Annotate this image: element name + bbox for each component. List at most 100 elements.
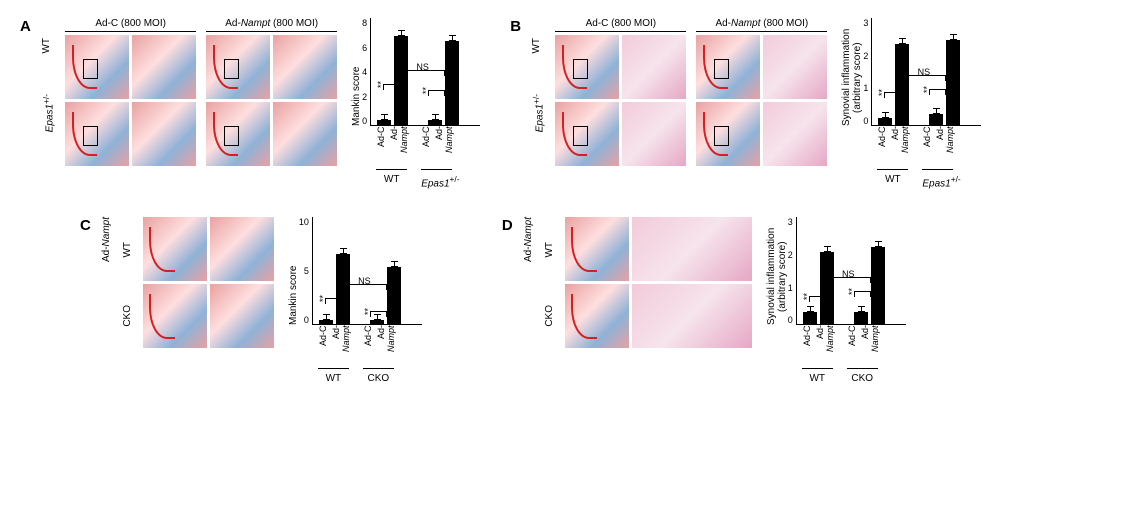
chart-x-group: Ad-CAd- Nampt WT (877, 126, 908, 189)
chart-xtick: Ad-C (363, 325, 373, 367)
chart-sig-label: ** (877, 89, 887, 96)
histology-image (555, 102, 619, 166)
chart-group-label: WT (877, 173, 908, 185)
chart-bar (871, 247, 885, 324)
panel-letter-c: C (80, 217, 91, 234)
panel-b-row-wt: WT (531, 38, 545, 54)
panel-letter-d: D (502, 217, 513, 234)
panel-b-col2-title: Ad-Nampt (800 MOI) (696, 18, 827, 32)
panel-d-row-cko: CKO (544, 305, 555, 327)
chart-x-group: Ad-CAd- NamptWT (318, 325, 349, 384)
histology-image (696, 102, 760, 166)
chart-bar (946, 40, 960, 125)
chart-bar (394, 36, 408, 125)
histology-image (565, 284, 629, 348)
histology-image (132, 35, 196, 99)
chart-xtick: Ad-C (922, 126, 932, 168)
chart-group-label: Epas1+/- (922, 173, 953, 189)
chart-bar (929, 114, 943, 125)
chart-xtick: Ad- Nampt (815, 325, 835, 367)
histology-image (210, 284, 274, 348)
chart-sig-label: ** (802, 293, 812, 300)
chart-x-group: Ad-CAd- NamptCKO (847, 325, 878, 384)
chart-sig-label: ** (922, 86, 932, 93)
panel-a: A WT Epas1+/- Ad-C (800 MOI) Ad-Nampt (8… (20, 18, 480, 189)
histology-image (273, 102, 337, 166)
panel-c-row-wt: WT (122, 242, 133, 258)
chart-bar (854, 312, 868, 325)
chart-xtick: Ad- Nampt (434, 126, 454, 168)
chart-bar (387, 267, 401, 324)
histology-image (632, 284, 752, 348)
chart-x-group: Ad-CAd- Nampt CKO (363, 325, 394, 384)
histology-image (210, 217, 274, 281)
chart-yticks: 86420 (362, 18, 370, 126)
panel-d-chart: Synovial inflammation(arbitrary score)32… (766, 217, 906, 384)
histology-image (696, 35, 760, 99)
chart-group-label: WT (318, 372, 349, 384)
panel-d-histology (565, 217, 752, 348)
chart-group-label: WT (802, 372, 833, 384)
histology-image (763, 35, 827, 99)
chart-x-wrap: Ad-CAd- NamptWTAd-CAd- NamptCKO (796, 325, 906, 384)
panel-a-chart: Mankin score86420****NSAd-CAd- NamptWTAd… (351, 18, 480, 189)
chart-ns-label: NS (918, 67, 931, 77)
panel-d-sidelabel: Ad-Nampt (523, 217, 534, 262)
histology-image (632, 217, 752, 281)
histology-image (206, 35, 270, 99)
chart-sig-label: ** (363, 308, 373, 315)
chart-x-group: Ad-CAd- NamptEpas1+/- (421, 126, 452, 189)
histology-image (555, 35, 619, 99)
chart-xtick: Ad- Nampt (376, 325, 396, 367)
chart-x-wrap: Ad-CAd- NamptWTAd-CAd- NamptEpas1+/- (871, 126, 981, 189)
panel-c-row-cko: CKO (122, 305, 133, 327)
panel-d: D Ad-Nampt WT CKO Synovial inflammation(… (502, 217, 906, 384)
chart-bar-group (428, 41, 459, 125)
chart-bar (895, 44, 909, 125)
chart-ylabel: Mankin score (288, 217, 299, 325)
chart-yticks: 1050 (299, 217, 312, 325)
chart-xtick: Ad-C (318, 325, 328, 367)
panel-a-col2-title: Ad-Nampt (800 MOI) (206, 18, 337, 32)
panel-a-histology: Ad-C (800 MOI) Ad-Nampt (800 MOI) (65, 18, 337, 166)
panel-letter-a: A (20, 18, 31, 35)
histology-image (65, 102, 129, 166)
panel-a-col1-title: Ad-C (800 MOI) (65, 18, 196, 32)
histology-image (622, 102, 686, 166)
chart-xtick: Ad-C (421, 126, 431, 168)
histology-image (763, 102, 827, 166)
histology-image (206, 102, 270, 166)
chart-sig-label: ** (421, 87, 431, 94)
panel-b-chart: Synovial inflammation(arbitrary score)32… (841, 18, 981, 189)
chart-xtick: Ad- Nampt (890, 126, 910, 168)
panel-c-sidelabel: Ad-Nampt (101, 217, 112, 262)
histology-image (65, 35, 129, 99)
chart-ns-label: NS (842, 269, 855, 279)
panel-c-histology (143, 217, 274, 348)
chart-ns-label: NS (358, 276, 371, 286)
chart-x-group: Ad-CAd- NamptWT (802, 325, 833, 384)
histology-image (132, 102, 196, 166)
chart-ylabel: Synovial inflammation(arbitrary score) (841, 18, 863, 126)
chart-sig-label: ** (376, 81, 386, 88)
chart-xtick: Ad-C (877, 126, 887, 168)
histology-image (622, 35, 686, 99)
panel-b-col1-title: Ad-C (800 MOI) (555, 18, 686, 32)
chart-bar (878, 118, 892, 125)
chart-x-group: Ad-CAd- NamptEpas1+/- (922, 126, 953, 189)
panel-c-chart: Mankin score1050****NSAd-CAd- NamptWTAd-… (288, 217, 422, 384)
chart-bar (445, 41, 459, 125)
panel-a-row-wt: WT (41, 38, 55, 54)
chart-group-label: CKO (363, 372, 394, 384)
chart-bar (319, 320, 333, 324)
chart-bar (377, 120, 391, 125)
chart-ns-label: NS (416, 62, 429, 72)
chart-x-wrap: Ad-CAd- NamptWTAd-CAd- NamptCKO (312, 325, 422, 384)
chart-x-group: Ad-CAd- NamptWT (376, 126, 407, 189)
chart-bar-group (878, 44, 909, 125)
histology-image (273, 35, 337, 99)
panel-letter-b: B (510, 18, 521, 35)
histology-image (565, 217, 629, 281)
chart-bar (428, 120, 442, 125)
chart-bar (803, 312, 817, 325)
